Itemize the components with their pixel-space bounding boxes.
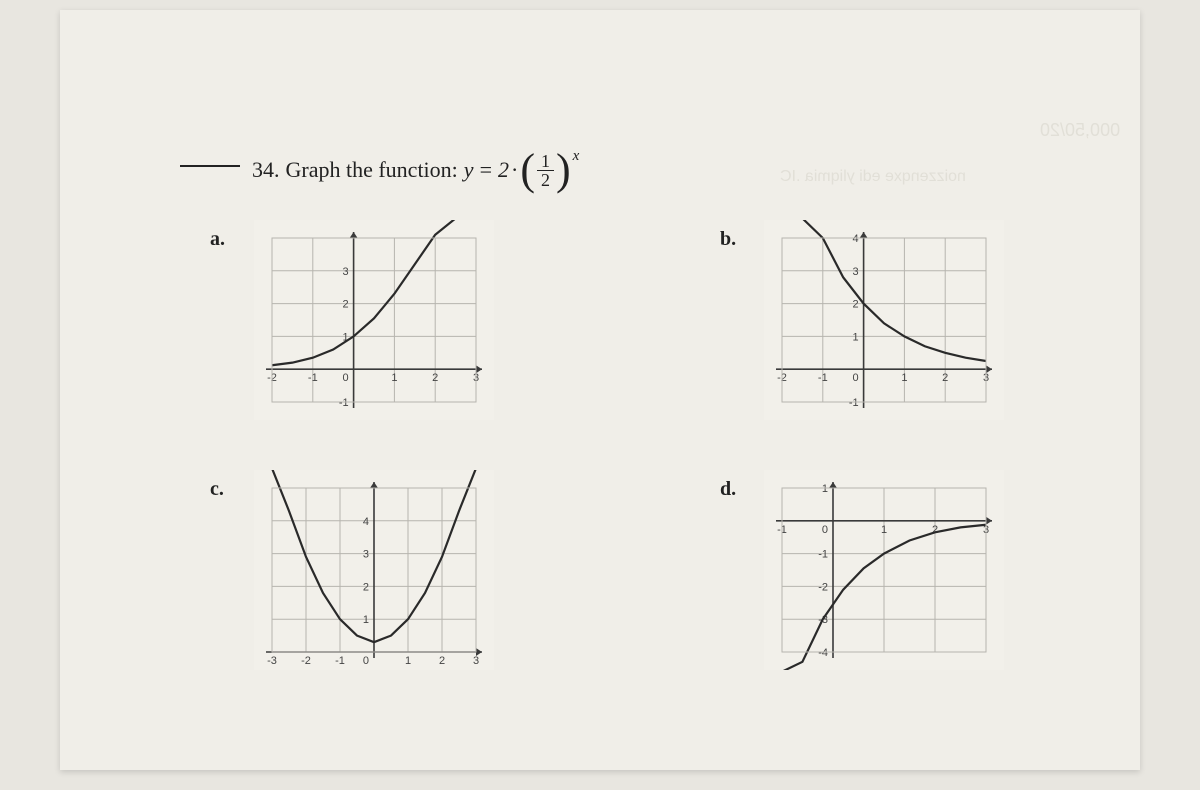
svg-text:-2: -2: [301, 655, 311, 667]
choice-a: a.-2-1123-11230: [210, 220, 600, 420]
answer-blank: [180, 165, 240, 167]
svg-text:4: 4: [363, 516, 369, 528]
svg-text:1: 1: [901, 372, 907, 384]
ghost-text: 000,50/20: [1040, 120, 1120, 141]
svg-text:0: 0: [852, 372, 858, 384]
graph-d: -1123-4-3-2-110: [764, 470, 1004, 670]
choices-grid: a.-2-1123-11230b.-2-1123-112340c.-3-2-11…: [210, 220, 1110, 670]
formula: y = 2 · ( 1 2 ) x: [464, 150, 580, 190]
svg-text:1: 1: [363, 614, 369, 626]
svg-text:2: 2: [942, 372, 948, 384]
svg-text:0: 0: [342, 372, 348, 384]
paren-group: ( 1 2 ) x: [520, 150, 579, 190]
svg-text:3: 3: [363, 549, 369, 561]
graph-a: -2-1123-11230: [254, 220, 494, 420]
frac-denominator: 2: [537, 171, 554, 189]
svg-text:2: 2: [363, 581, 369, 593]
graph-c: -3 -2 -1 1 2 3 1 2 3 4 0: [254, 470, 494, 670]
svg-text:-4: -4: [818, 647, 828, 659]
graph-b: -2-1123-112340: [764, 220, 1004, 420]
choice-label: c.: [210, 478, 234, 501]
question-line: 34. Graph the function: y = 2 · ( 1 2 ) …: [180, 150, 579, 190]
svg-text:1: 1: [852, 331, 858, 343]
svg-text:-3: -3: [267, 655, 277, 667]
svg-text:0: 0: [822, 524, 828, 536]
svg-text:2: 2: [342, 299, 348, 311]
equals-sign: =: [480, 157, 492, 183]
exponent: x: [573, 148, 580, 165]
svg-text:-1: -1: [818, 372, 828, 384]
choice-c: c. -3 -2 -1 1 2 3 1 2 3 4 0: [210, 470, 600, 670]
choice-label: d.: [720, 478, 744, 501]
svg-text:2: 2: [439, 655, 445, 667]
formula-lhs: y: [464, 157, 474, 183]
svg-text:0: 0: [363, 655, 369, 667]
svg-text:-1: -1: [339, 397, 349, 409]
worksheet-page: 34. Graph the function: y = 2 · ( 1 2 ) …: [60, 10, 1140, 770]
fraction: 1 2: [537, 152, 554, 189]
choice-label: a.: [210, 228, 234, 251]
svg-text:-1: -1: [818, 549, 828, 561]
choice-label: b.: [720, 228, 744, 251]
svg-text:4: 4: [852, 233, 858, 245]
svg-text:2: 2: [852, 299, 858, 311]
svg-text:3: 3: [342, 266, 348, 278]
question-number: 34.: [252, 157, 280, 183]
svg-text:3: 3: [473, 655, 479, 667]
svg-text:1: 1: [405, 655, 411, 667]
svg-text:-2: -2: [818, 581, 828, 593]
svg-text:1: 1: [822, 483, 828, 495]
svg-text:-1: -1: [335, 655, 345, 667]
svg-text:2: 2: [432, 372, 438, 384]
svg-text:-1: -1: [849, 397, 859, 409]
dot-sign: ·: [511, 157, 518, 183]
choice-b: b.-2-1123-112340: [720, 220, 1110, 420]
svg-text:3: 3: [852, 266, 858, 278]
svg-text:-1: -1: [308, 372, 318, 384]
ghost-text: noizzenqxe edi yliqmia .IC: [780, 168, 966, 186]
svg-text:1: 1: [391, 372, 397, 384]
left-paren-icon: (: [520, 150, 535, 190]
choice-d: d.-1123-4-3-2-110: [720, 470, 1110, 670]
formula-coeff: 2: [498, 157, 509, 183]
svg-text:1: 1: [881, 524, 887, 536]
right-paren-icon: ): [556, 150, 571, 190]
question-prompt: Graph the function:: [286, 157, 458, 183]
frac-numerator: 1: [537, 152, 554, 171]
